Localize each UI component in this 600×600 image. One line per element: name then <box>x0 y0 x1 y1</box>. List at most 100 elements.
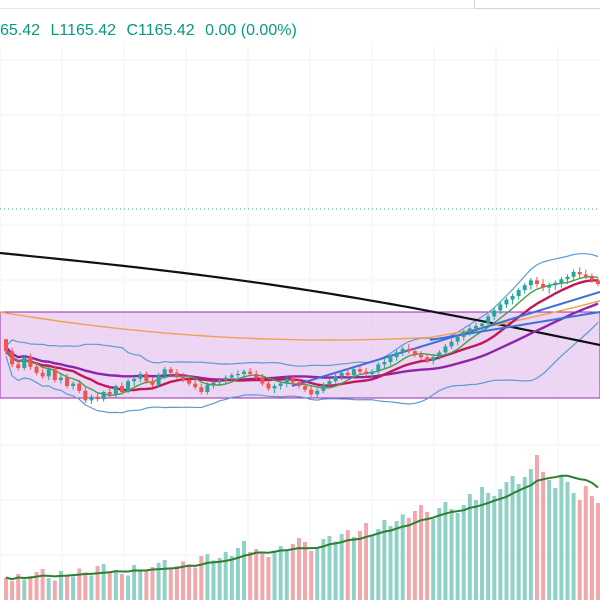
volume-bar <box>211 560 216 600</box>
candle-body <box>565 276 570 280</box>
candle-body <box>89 396 94 401</box>
volume-bar <box>181 561 185 600</box>
volume-bar <box>480 487 485 600</box>
candle-body <box>22 357 27 368</box>
volume-bar <box>187 564 192 600</box>
volume-bar <box>290 544 295 600</box>
legend-change-value: 0.00 (0.00%) <box>205 22 297 39</box>
candle-body <box>406 348 411 352</box>
candle-body <box>333 376 338 382</box>
candle-body <box>382 362 387 365</box>
volume-bar <box>83 572 88 600</box>
candle-body <box>65 377 70 386</box>
volume-bar <box>22 579 27 600</box>
volume-bar <box>382 520 387 600</box>
volume-bar <box>431 519 436 600</box>
volume-bar <box>266 557 271 600</box>
candle-body <box>52 369 57 380</box>
volume-bar <box>4 577 8 600</box>
candle-body <box>248 371 253 374</box>
volume-bar <box>571 493 576 600</box>
volume-bar <box>242 541 247 600</box>
candle-body <box>376 364 381 372</box>
top-toolbar <box>0 0 600 9</box>
candle-body <box>443 346 448 353</box>
volume-bar <box>376 529 381 600</box>
volume-bar <box>144 571 149 600</box>
candle-body <box>150 381 155 385</box>
volume-bar <box>400 514 405 600</box>
volume-bar <box>327 536 332 600</box>
candle-body <box>217 380 222 383</box>
candle-body <box>266 383 271 389</box>
candle-body <box>492 310 497 317</box>
volume-bar <box>339 534 344 600</box>
candle-body <box>260 377 265 384</box>
candle-body <box>223 377 228 380</box>
volume-bar <box>473 500 478 600</box>
candle-body <box>589 276 594 281</box>
volume-bar <box>126 575 131 600</box>
red-ema-line <box>5 279 599 392</box>
volume-bar <box>156 563 161 600</box>
volume-bar <box>516 484 521 600</box>
candle-body <box>547 285 552 288</box>
volume-bar <box>205 554 210 600</box>
volume-bar <box>559 475 564 600</box>
candle-body <box>34 366 39 373</box>
candle-body <box>132 378 137 382</box>
volume-bar <box>174 566 179 600</box>
candle-body <box>553 282 558 286</box>
candle-body <box>187 380 192 384</box>
toolbar-panel <box>474 0 600 9</box>
candle-body <box>254 374 259 378</box>
volume-bar <box>455 513 460 600</box>
candle-body <box>58 377 63 380</box>
volume-bar <box>101 564 106 600</box>
candle-body <box>156 375 161 385</box>
volume-bar <box>46 578 51 600</box>
volume-bar <box>162 560 167 600</box>
candle-body <box>174 372 179 377</box>
candle-body <box>113 386 118 395</box>
candle-body <box>480 323 485 326</box>
volume-bar <box>199 556 204 600</box>
candle-body <box>272 386 277 389</box>
candle-body <box>46 369 51 377</box>
volume-bar <box>296 538 301 600</box>
volume-bar <box>132 565 137 600</box>
volume-bar <box>217 558 222 600</box>
candle-body <box>559 279 564 283</box>
candle-body <box>370 371 375 374</box>
volume-bar <box>547 480 552 600</box>
candle-body <box>583 274 588 277</box>
candle-body <box>119 386 124 392</box>
volume-bar <box>95 566 100 600</box>
volume-bar <box>321 539 326 600</box>
legend-close-value: C1165.42 <box>126 22 195 39</box>
volume-bar <box>71 576 76 600</box>
candle-body <box>242 371 247 374</box>
volume-bar <box>193 567 198 600</box>
candle-body <box>144 374 149 382</box>
volume-bar <box>113 570 118 600</box>
volume-bar <box>583 486 588 600</box>
volume-bar <box>309 551 314 600</box>
candle-body <box>357 369 362 372</box>
bollinger-upper-band <box>5 253 599 367</box>
candle-body <box>168 369 173 373</box>
trend-line-lower <box>429 311 600 341</box>
volume-bar <box>248 552 253 600</box>
volume-bar <box>406 518 411 600</box>
volume-bar <box>498 489 503 600</box>
volume-bar <box>528 469 533 600</box>
volume-bar <box>394 521 399 600</box>
candle-body <box>486 316 491 324</box>
purple-ema-line <box>5 302 599 382</box>
candle-body <box>83 390 88 401</box>
candle-body <box>516 290 521 296</box>
candle-body <box>400 348 405 353</box>
candle-body <box>77 383 82 391</box>
volume-bar <box>351 537 356 600</box>
